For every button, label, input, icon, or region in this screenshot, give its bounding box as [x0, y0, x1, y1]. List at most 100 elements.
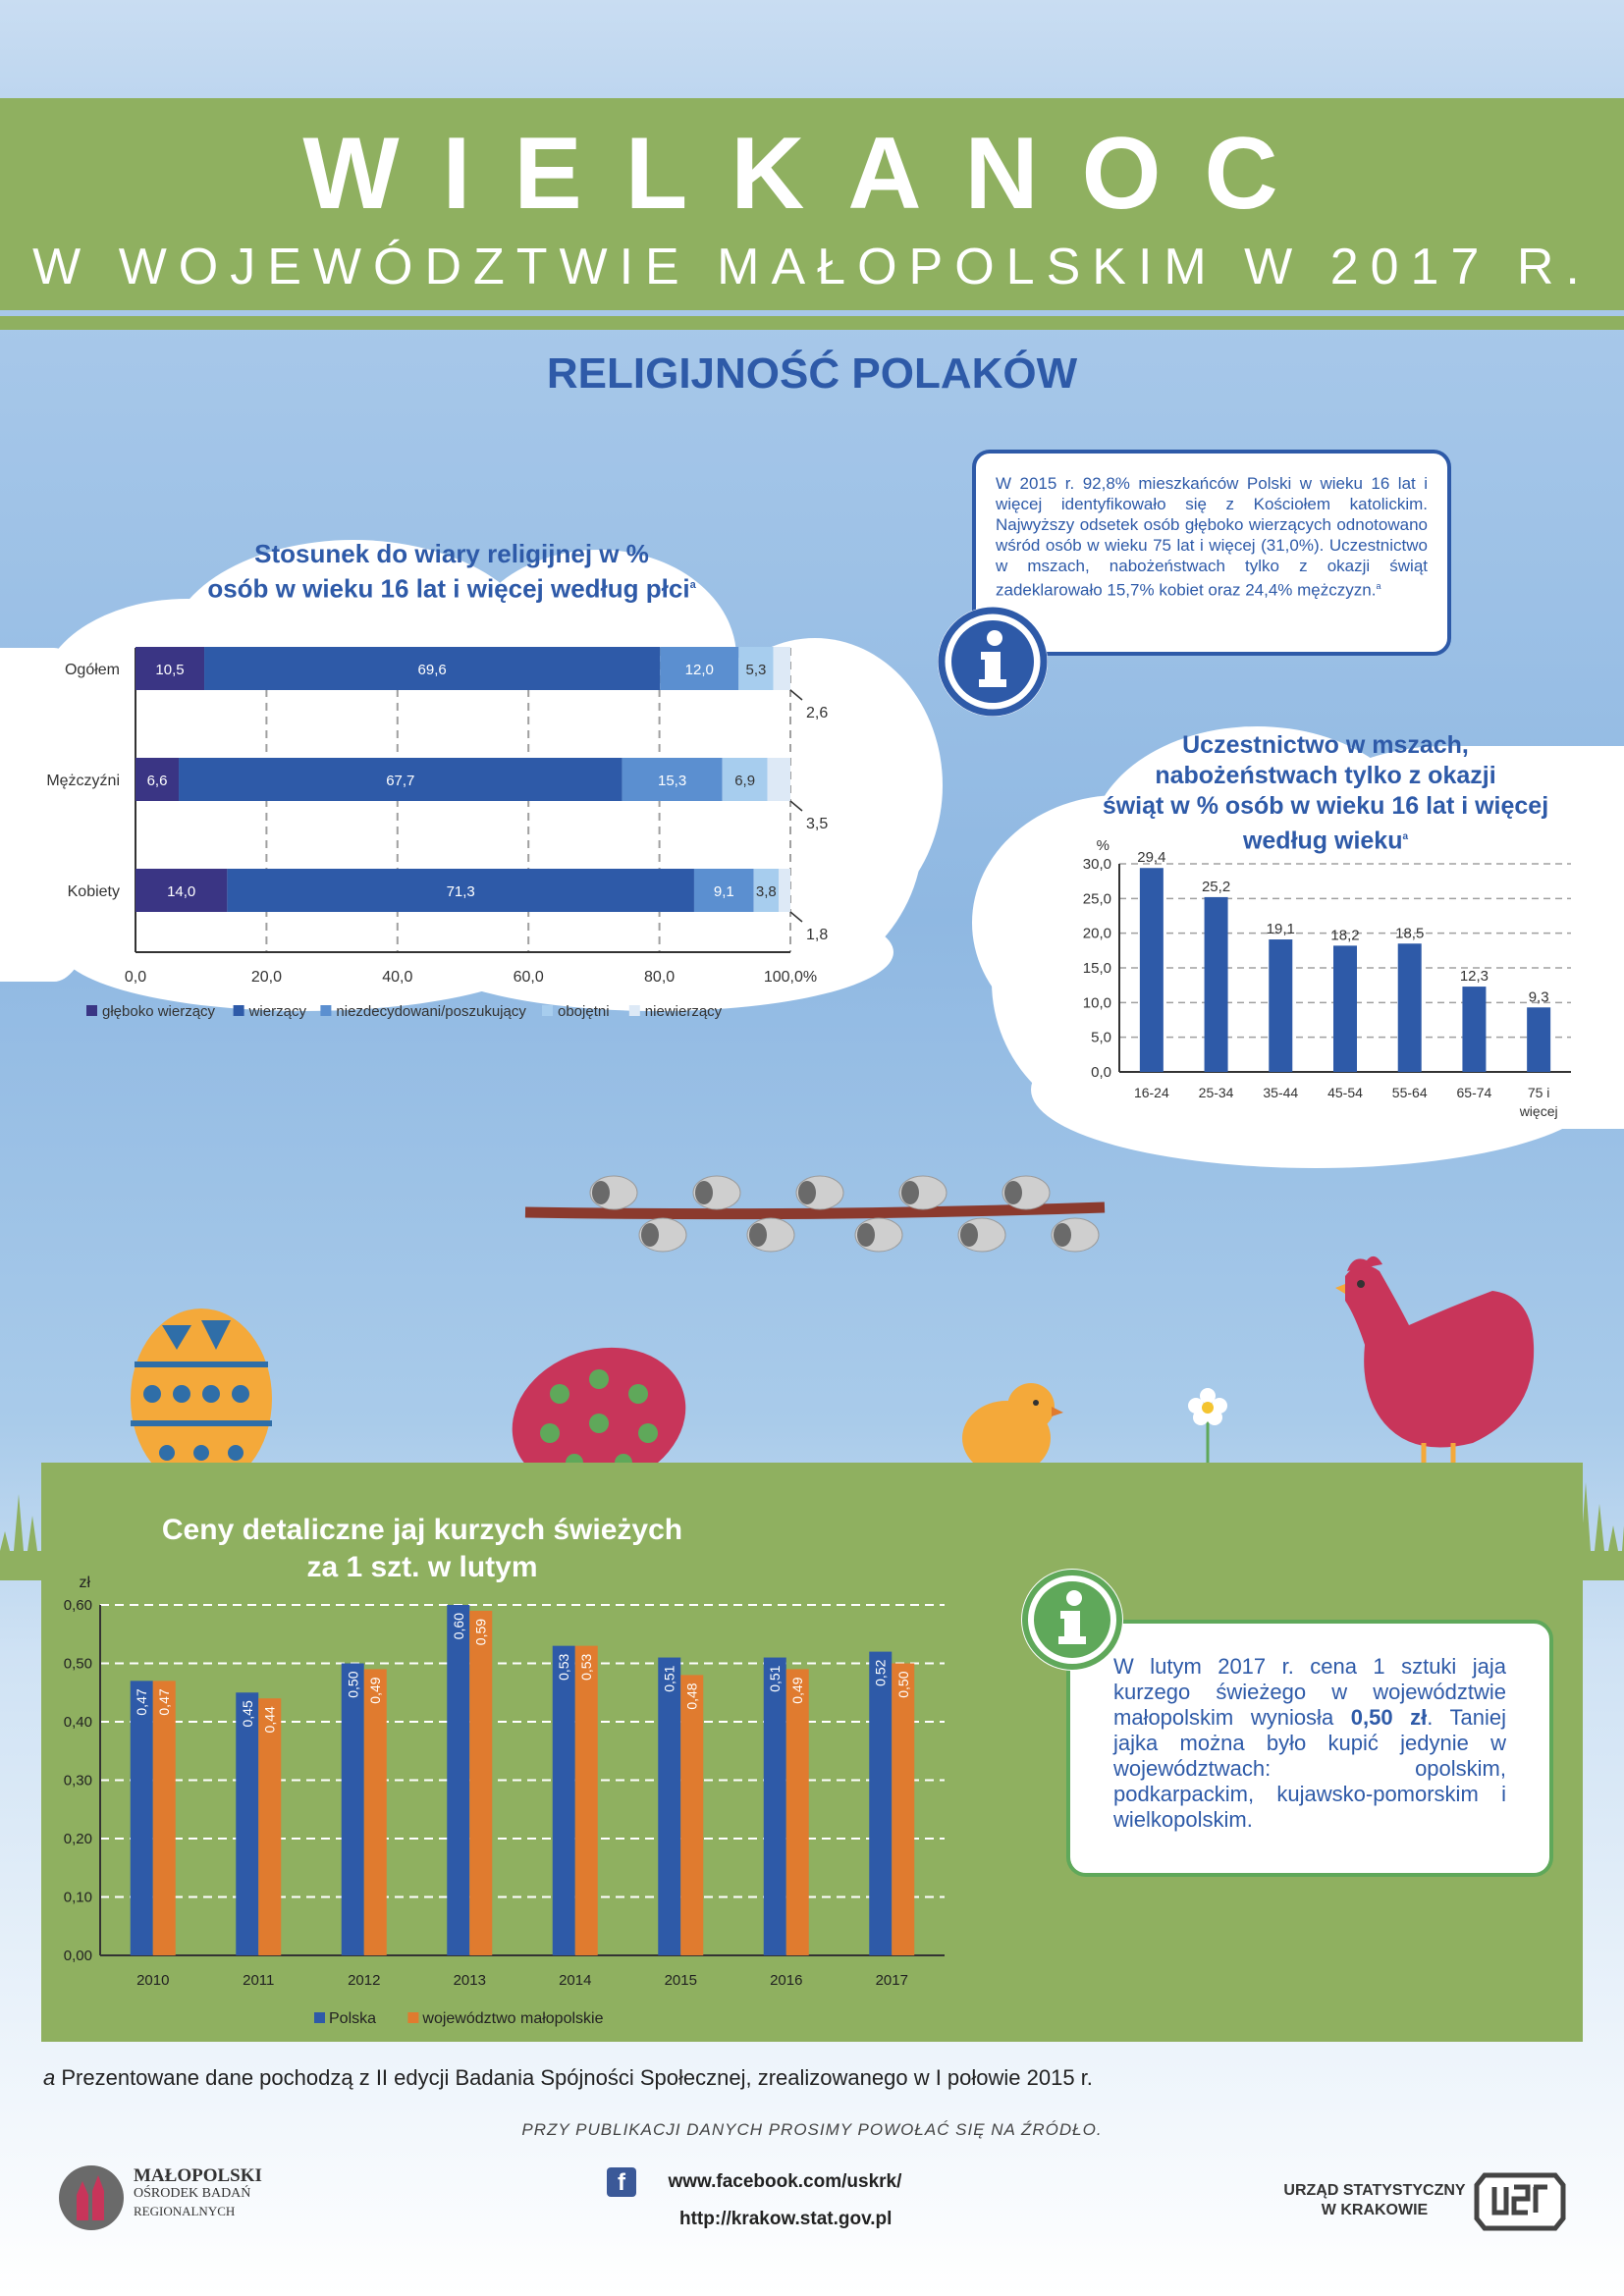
- chart1-legend-label: niezdecydowani/poszukujący: [336, 1003, 526, 1020]
- chart2-data-label: 9,3: [1529, 988, 1549, 1005]
- chart3-tick-label: 0,10: [64, 1890, 92, 1906]
- chart3-data-label: 0,52: [873, 1659, 889, 1685]
- chart1-legend-label: obojętni: [558, 1003, 610, 1020]
- facebook-link[interactable]: www.facebook.com/uskrk/: [668, 2171, 902, 2192]
- chart1-category-label: Kobiety: [68, 883, 120, 900]
- chart3-category-label: 2015: [665, 1972, 697, 1989]
- chart1-legend-swatch: [233, 1005, 244, 1016]
- chart1-data-label: 9,1: [714, 883, 734, 900]
- chart3-bar: [869, 1651, 893, 1955]
- chart2-category-label: 75 i: [1528, 1085, 1550, 1100]
- chart3-bar: [447, 1605, 470, 1955]
- logo-left-line2: OŚRODEK BADAŃ: [134, 2186, 251, 2201]
- chart2-data-label: 29,4: [1137, 849, 1165, 866]
- chart1-category-label: Ogółem: [65, 662, 120, 678]
- chart2-title-sup: a: [1402, 831, 1409, 842]
- chart1-legend-swatch: [542, 1005, 553, 1016]
- chart1-data-label: 3,5: [806, 816, 828, 832]
- chart3-bar: [785, 1669, 809, 1955]
- chart3-tick-label: 0,20: [64, 1831, 92, 1847]
- chart3-legend-label: Polska: [329, 2010, 376, 2027]
- footnote-text: Prezentowane dane pochodzą z II edycji B…: [55, 2065, 1093, 2090]
- chart1-bar-segment: [773, 647, 790, 690]
- chart2-title-line2: nabożeństwach tylko z okazji: [1155, 762, 1496, 789]
- chart2-mass-attendance-by-age: % 0,0 5,0 10,0 15,0 20,0 25,0 30,0 29,4 16-24 25,2…: [1083, 837, 1571, 1119]
- chart3-title-line2: za 1 szt. w lutym: [306, 1551, 538, 1583]
- chart3-bar: [469, 1610, 493, 1955]
- chart1-bar-segment: [135, 758, 180, 801]
- chart2-title-line3: świąt w % osób w wieku 16 lat i więcej: [1102, 792, 1549, 820]
- chart2-tick-label: 15,0: [1083, 960, 1111, 977]
- chart1-title-line1: Stosunek do wiary religijnej w %: [254, 539, 649, 568]
- chick-illustration: [962, 1383, 1063, 1475]
- chart1-category-label: Mężczyźni: [46, 773, 120, 789]
- chart3-bar: [363, 1669, 387, 1955]
- chart3-title-line1: Ceny detaliczne jaj kurzych świeżych: [161, 1514, 683, 1546]
- chart3-legend-label: województwo małopolskie: [421, 2010, 603, 2027]
- chart1-bar-segment: [135, 869, 228, 912]
- chart3-data-label: 0,47: [134, 1688, 149, 1715]
- chart2-category-label: 25-34: [1199, 1085, 1234, 1100]
- chart1-legend-swatch: [628, 1005, 640, 1016]
- chart1-title-line2: osób w wieku 16 lat i więcej według płci: [207, 573, 690, 604]
- chart1-leader-line: [789, 689, 803, 701]
- chart3-bar: [152, 1681, 176, 1955]
- chart3-category-label: 2012: [348, 1972, 380, 1989]
- chart3-data-label: 0,50: [345, 1671, 360, 1697]
- chart1-tick-label: 20,0: [251, 969, 282, 986]
- chart2-title-line4: według wieku: [1242, 827, 1403, 855]
- chart3-data-label: 0,53: [556, 1653, 571, 1680]
- chart2-title-line1: Uczestnictwo w mszach,: [1182, 731, 1469, 759]
- info-icon: [938, 607, 1048, 717]
- chart1-bar-segment: [738, 647, 774, 690]
- chart3-data-label: 0,59: [473, 1619, 489, 1645]
- chart2-tick-label: 10,0: [1083, 994, 1111, 1011]
- chart2-title: Uczestnictwo w mszach, nabożeństwach tyl…: [1041, 730, 1610, 856]
- chart3-data-label: 0,51: [767, 1665, 783, 1691]
- chart3-tick-label: 0,50: [64, 1656, 92, 1673]
- chart1-religiosity-by-sex: 0,0 20,0 40,0 60,0 80,0 100,0% Ogółem 10,5 69,6 1…: [46, 647, 828, 1020]
- chart3-data-label: 0,48: [684, 1682, 700, 1709]
- info-religion-sup: a: [1376, 581, 1381, 591]
- chart3-data-label: 0,47: [156, 1688, 172, 1715]
- chart2-data-label: 25,2: [1202, 879, 1230, 895]
- chart2-tick-label: 0,0: [1091, 1064, 1111, 1081]
- facebook-link-row: f www.facebook.com/uskrk/: [607, 2167, 1078, 2197]
- us-logo-icon: [1474, 2172, 1566, 2231]
- website-link[interactable]: http://krakow.stat.gov.pl: [679, 2209, 893, 2229]
- chart3-data-label: 0,60: [451, 1613, 466, 1639]
- logo-right-line2: W KRAKOWIE: [1321, 2202, 1429, 2218]
- chart1-data-label: 14,0: [167, 883, 195, 900]
- chart2-category-label: 35-44: [1263, 1085, 1298, 1100]
- footnote-marker: a: [43, 2065, 56, 2090]
- info-prices-text-b: . Taniej jajka można było kupić jedynie …: [1113, 1705, 1507, 1832]
- willow-branch-illustration: [524, 1175, 1106, 1253]
- info-icon-2: [1021, 1569, 1123, 1671]
- chart1-legend-label: wierzący: [248, 1003, 307, 1020]
- chart1-leader-line: [789, 800, 803, 812]
- chart1-tick-label: 40,0: [382, 969, 412, 986]
- chart1-tick-label: 0,0: [125, 969, 146, 986]
- chart3-bar: [552, 1645, 575, 1955]
- chart3-legend-swatch: [314, 2012, 325, 2023]
- logo-right-line1: URZĄD STATYSTYCZNY: [1283, 2182, 1466, 2199]
- chart3-data-label: 0,50: [895, 1671, 911, 1697]
- facebook-icon: f: [607, 2167, 636, 2197]
- chart1-data-label: 12,0: [685, 662, 714, 678]
- chart2-bar: [1204, 896, 1228, 1072]
- chart3-bar: [658, 1657, 681, 1955]
- info-text-religion: W 2015 r. 92,8% mieszkańców Polski w wie…: [996, 473, 1428, 601]
- chart1-bar-segment: [722, 758, 768, 801]
- chart1-leader-line: [789, 911, 803, 923]
- chart3-category-label: 2011: [243, 1972, 274, 1989]
- chart2-tick-label: 25,0: [1083, 890, 1111, 907]
- cloud-right: [972, 717, 1624, 1168]
- mor-logo-icon: [59, 2165, 124, 2230]
- source-request: PRZY PUBLIKACJI DANYCH PROSIMY POWOŁAĆ S…: [521, 2120, 1103, 2139]
- chart3-data-label: 0,53: [578, 1653, 594, 1680]
- chart1-data-label: 10,5: [155, 662, 184, 678]
- chart3-bar: [763, 1657, 786, 1955]
- easter-egg-orange-illustration: [131, 1308, 272, 1489]
- chart1-data-label: 1,8: [806, 927, 828, 943]
- chart3-tick-label: 0,00: [64, 1948, 92, 1964]
